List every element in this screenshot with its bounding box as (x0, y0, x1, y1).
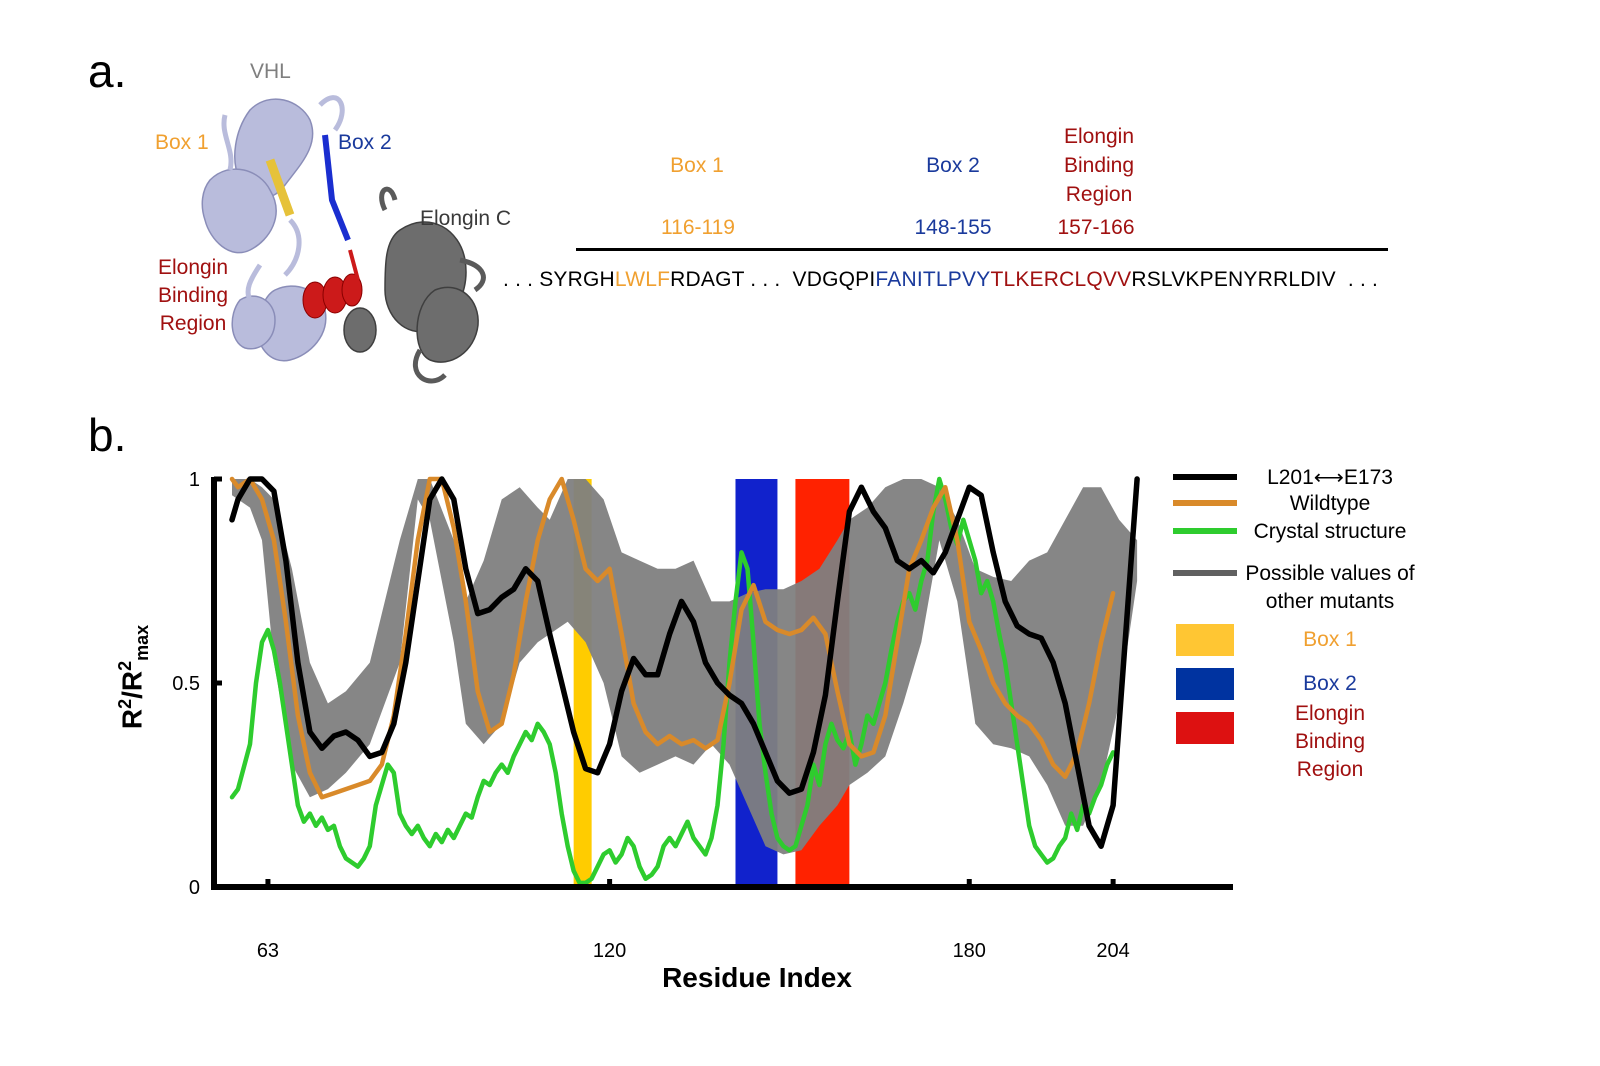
legend-label-1-1: L201⟷E173 (1267, 466, 1393, 489)
y-tick-label-3: 1 (189, 469, 200, 491)
legend-label-2-1: Wildtype (1290, 492, 1371, 515)
region-box1-range: 116-119 (661, 216, 735, 239)
sequence-segment-box1: LWLF (614, 268, 671, 291)
protein-sequence: . . . SYRGHLWLFRDAGT . . . VDGQPIFANITLP… (503, 268, 1378, 292)
x-tick-label-4: 204 (1096, 940, 1129, 962)
y-axis-title-sup2: 2 (115, 660, 136, 671)
elongin-c-label: Elongin C (420, 207, 512, 230)
series-lines-layer (229, 476, 1140, 886)
series-line-1 (229, 476, 1140, 849)
sequence-segment: Y (976, 268, 991, 291)
series-line-3 (229, 476, 1116, 886)
y-axis-title-slash: /R (116, 670, 148, 699)
sequence-segment-box2: FANITLPV (875, 268, 977, 291)
legend-swatch-5 (1176, 624, 1234, 656)
legend-label-5-1: Box 1 (1303, 628, 1357, 651)
x-tick-label-1: 63 (257, 940, 279, 962)
legend-swatch-7 (1176, 712, 1234, 744)
y-tick-label-1: 0 (189, 877, 200, 899)
structure-box1-label: Box 1 (155, 131, 209, 154)
mutant-range-band (232, 479, 1138, 855)
ticks-layer: 0 0.5 1 63 120 180 204 (172, 469, 1130, 962)
structure-elongin-line-3: Region (159, 312, 227, 335)
y-axis-title: R2/R2max (115, 625, 153, 729)
region-box2-heading: Box 2 (926, 151, 980, 180)
sequence-segment-elongin: TLKERCLQVV (990, 268, 1132, 291)
region-elongin-heading: Elongin Binding Region (1064, 122, 1134, 209)
y-tick-label-2: 0.5 (172, 673, 200, 695)
legend-label-3-1: Crystal structure (1254, 520, 1407, 543)
mutant-range-band-layer (232, 479, 1138, 855)
legend-swatch-6 (1176, 668, 1234, 700)
y-axis-title-sub: max (131, 624, 152, 661)
protein-structure-illustration (201, 95, 486, 384)
panel-a-letter: a. (88, 45, 127, 97)
region-elongin-name-3: Region (1065, 183, 1133, 206)
region-box1-name: Box 1 (670, 154, 724, 177)
structure-elongin-line-1: Elongin (157, 256, 229, 279)
legend-label-4-1: Possible values of (1245, 562, 1414, 585)
region-box2-range: 148-155 (914, 216, 992, 239)
x-tick-label-3: 180 (953, 940, 986, 962)
sequence-segment: RSLVKPENYRRLDIV . . . (1131, 268, 1379, 291)
legend-layer: L201⟷E173 Wildtype Crystal structure Possib… (1173, 466, 1415, 781)
region-elongin-range: 157-166 (1057, 216, 1135, 239)
panel-b-letter: b. (88, 409, 127, 461)
structure-box2-label: Box 2 (338, 131, 392, 154)
structure-elongin-binding-label: Elongin Binding Region (158, 254, 228, 338)
sequence-divider-line (576, 248, 1388, 251)
y-axis-title-sup1: 2 (115, 698, 136, 709)
vhl-label: VHL (250, 60, 291, 83)
x-tick-label-2: 120 (593, 940, 626, 962)
y-axis-title-r: R (116, 708, 148, 730)
region-box1-heading: Box 1 (670, 151, 724, 180)
region-box2-name: Box 2 (926, 154, 980, 177)
region-elongin-name-1: Elongin (1063, 125, 1135, 148)
legend-label-4-2: other mutants (1266, 590, 1394, 613)
series-line-2 (229, 476, 1116, 800)
x-axis-title: Residue Index (662, 962, 852, 993)
legend-label-7-2: Binding (1295, 730, 1365, 753)
legend-label-6-1: Box 2 (1303, 672, 1357, 695)
region-elongin-name-2: Binding (1063, 154, 1135, 177)
legend-label-7-1: Elongin (1295, 702, 1365, 725)
legend-label-7-3: Region (1297, 758, 1364, 781)
sequence-segment: . . . SYRGH (503, 268, 615, 291)
sequence-segment: RDAGT . . . VDGQPI (670, 268, 876, 291)
structure-elongin-line-2: Binding (157, 284, 229, 307)
